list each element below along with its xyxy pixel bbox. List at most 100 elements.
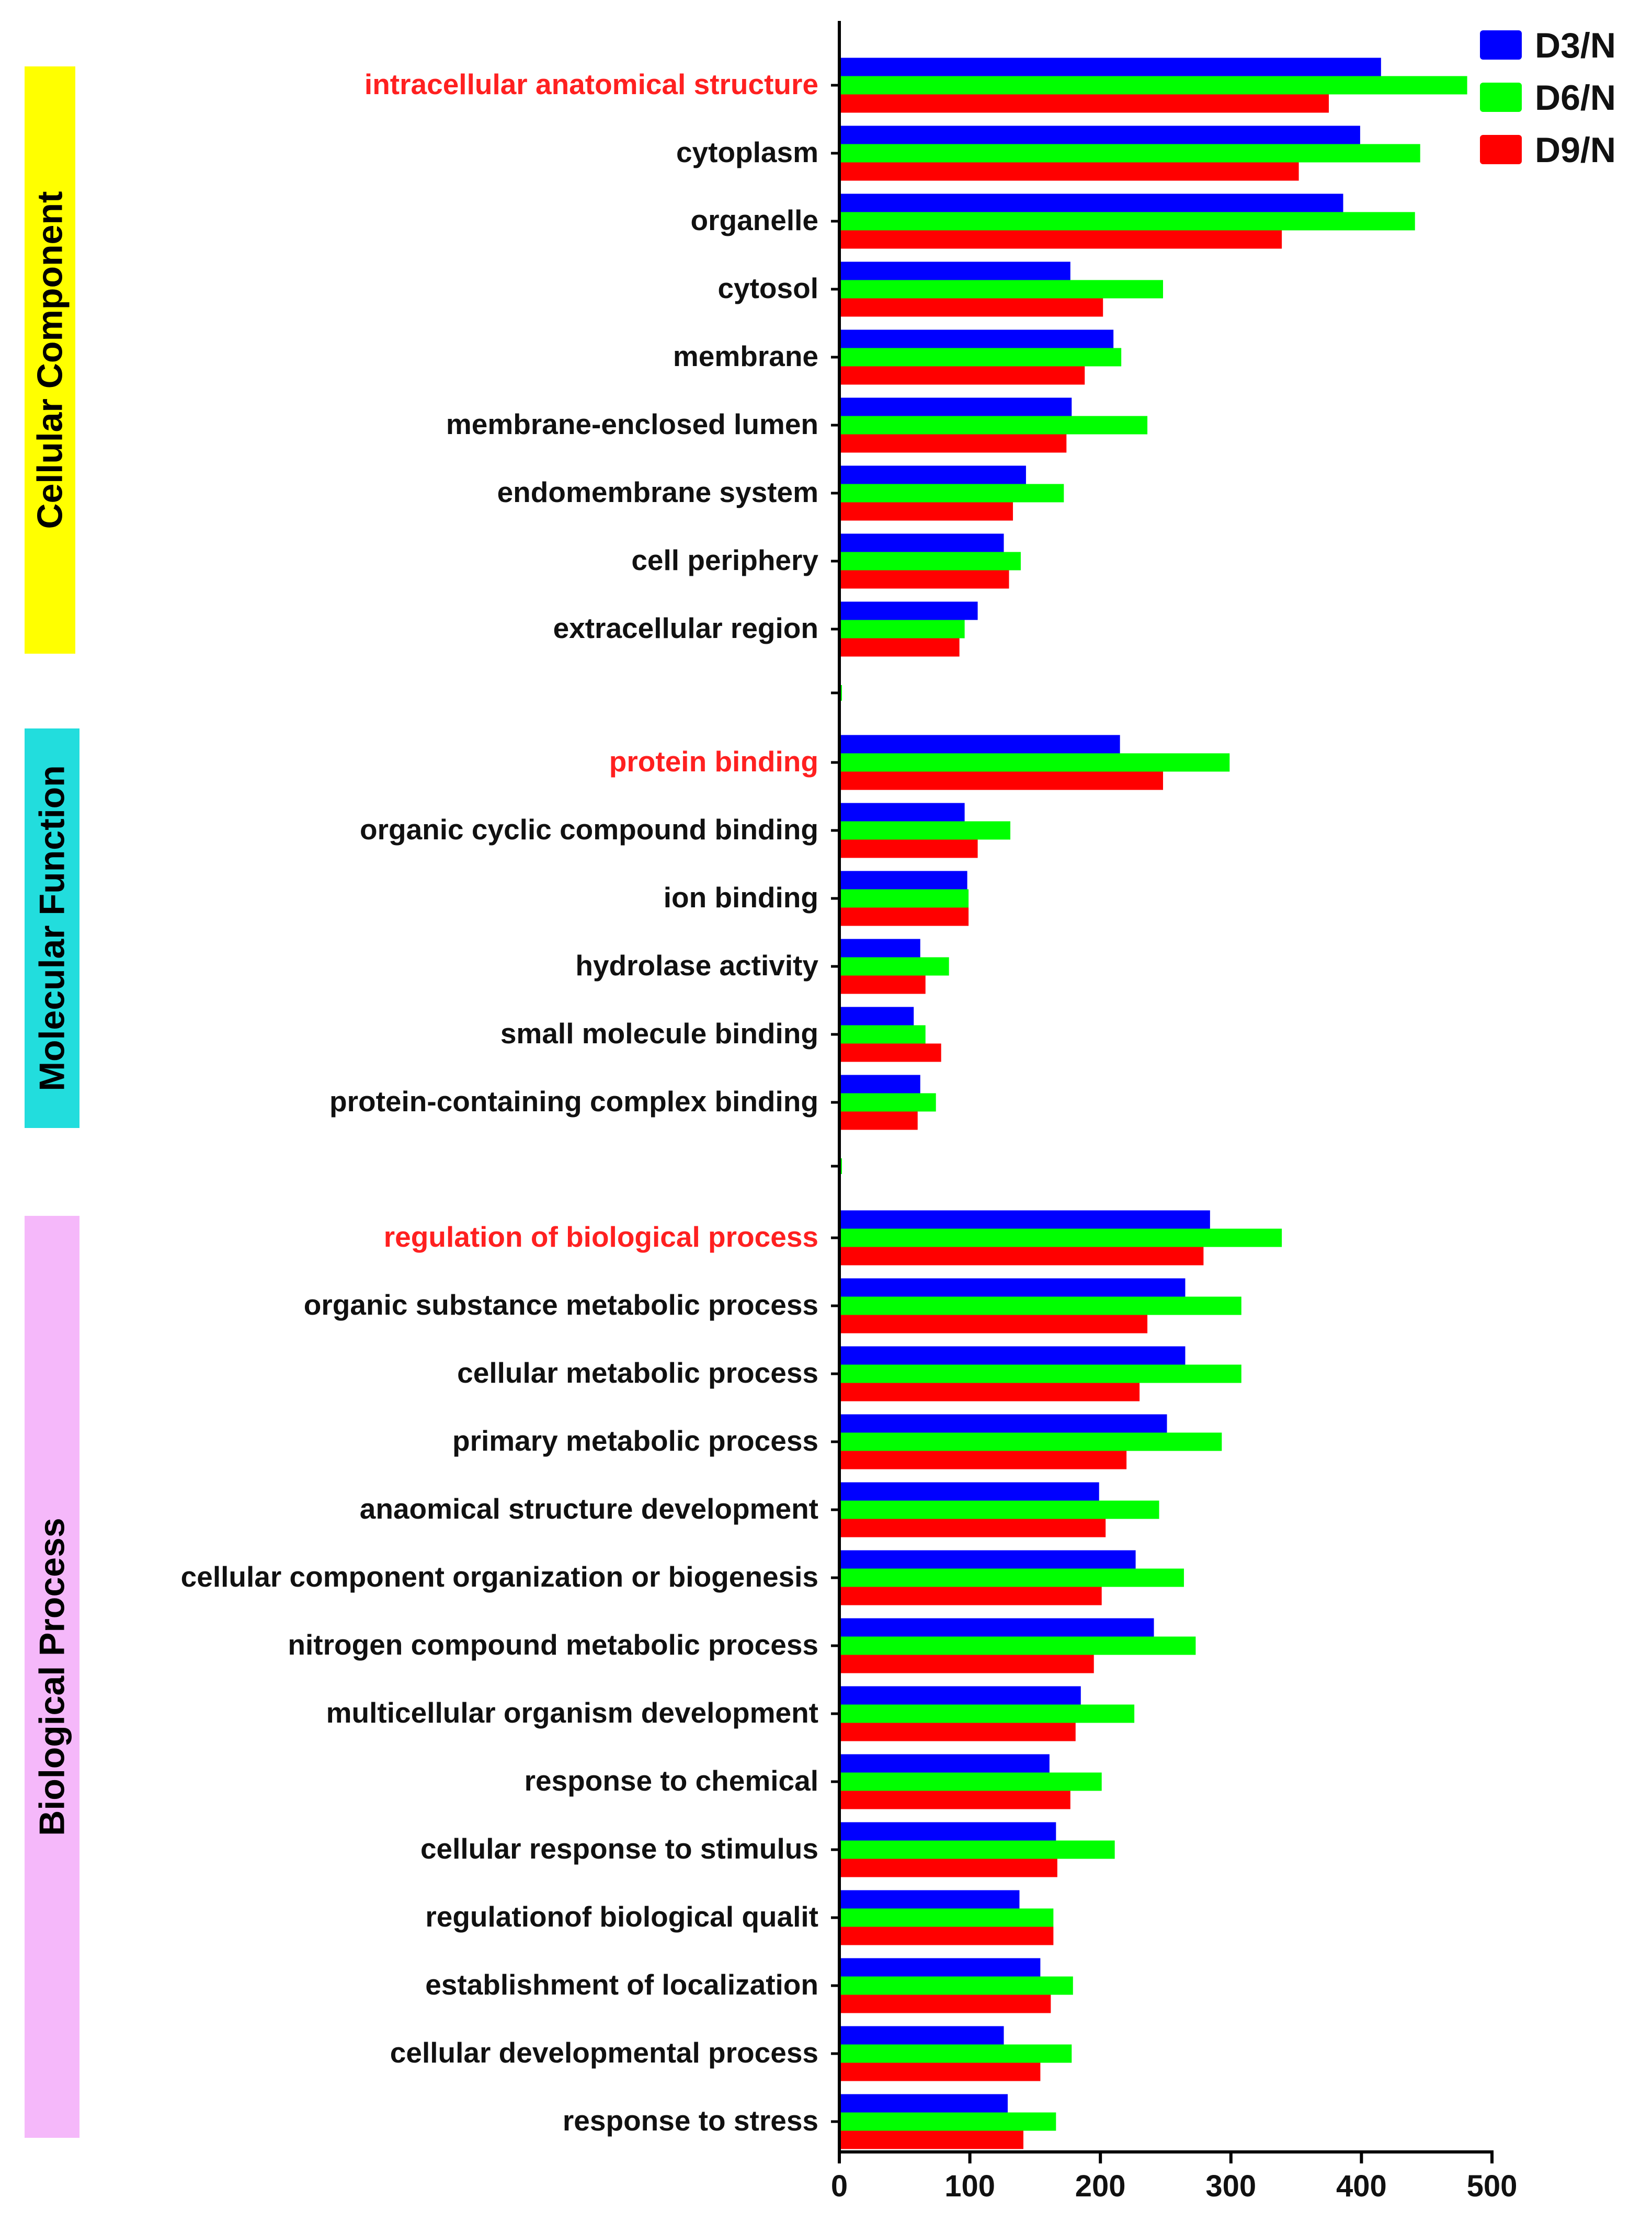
bar-anaomical-structure-development-d3-n <box>839 1482 1099 1501</box>
bar-hydrolase-activity-d6-n <box>839 957 949 976</box>
group-boxes: Cellular Component Molecular Function Biol… <box>25 66 79 2138</box>
category-label-small-molecule-binding: small molecule binding <box>500 1017 818 1050</box>
group-box-cellular-component <box>25 66 75 654</box>
category-label-protein-containing-complex-binding: protein-containing complex binding <box>329 1085 818 1118</box>
bar-primary-metabolic-process-d3-n <box>839 1414 1167 1433</box>
bar-response-to-chemical-d3-n <box>839 1754 1050 1773</box>
category-label-intracellular-anatomical-structure: intracellular anatomical structure <box>364 68 818 100</box>
bar-establishment-of-localization-d9-n <box>839 1995 1051 2013</box>
bar-regulation-of-biological-process-d9-n <box>839 1247 1204 1266</box>
bar-organelle-d6-n <box>839 212 1415 231</box>
bar-nitrogen-compound-metabolic-process-d3-n <box>839 1618 1154 1637</box>
bar-cytoplasm-d3-n <box>839 126 1360 144</box>
bar-cellular-metabolic-process-d6-n <box>839 1364 1241 1383</box>
bar-cellular-developmental-process-d9-n <box>839 2063 1041 2081</box>
bar-regulationof-biological-qualit-d9-n <box>839 1927 1054 1945</box>
bar-organelle-d9-n <box>839 230 1282 249</box>
bar-small-molecule-binding-d6-n <box>839 1025 926 1044</box>
bar-anaomical-structure-development-d9-n <box>839 1519 1106 1537</box>
category-label-organic-substance-metabolic-process: organic substance metabolic process <box>304 1289 818 1321</box>
bar-regulation-of-biological-process-d3-n <box>839 1210 1210 1229</box>
bar-hydrolase-activity-d9-n <box>839 975 926 994</box>
bar-response-to-chemical-d6-n <box>839 1772 1102 1791</box>
bar-cytosol-d6-n <box>839 280 1164 299</box>
x-tick-label: 300 <box>1205 2169 1256 2203</box>
bar-response-to-stress-d9-n <box>839 2130 1023 2149</box>
legend: D3/N D6/N D9/N <box>1480 26 1616 170</box>
legend-swatch-d3-n <box>1480 30 1522 60</box>
legend-swatch-d6-n <box>1480 83 1522 112</box>
bar-ion-binding-d3-n <box>839 871 967 890</box>
group-label-molecular-function: Molecular Function <box>32 765 72 1091</box>
bar-endomembrane-system-d9-n <box>839 502 1013 521</box>
category-label-regulation-of-biological-process: regulation of biological process <box>384 1221 818 1253</box>
bar-protein-binding-d9-n <box>839 771 1164 790</box>
category-label-ion-binding: ion binding <box>664 881 818 914</box>
bar-membrane-enclosed-lumen-d9-n <box>839 434 1067 453</box>
bar-cellular-response-to-stimulus-d9-n <box>839 1859 1057 1877</box>
category-label-extracellular-region: extracellular region <box>553 612 818 644</box>
bar-cell-periphery-d6-n <box>839 552 1021 571</box>
bar-cellular-metabolic-process-d3-n <box>839 1346 1186 1365</box>
bar-cytoplasm-d6-n <box>839 144 1420 163</box>
x-tick-label: 200 <box>1075 2169 1126 2203</box>
bar-intracellular-anatomical-structure-d6-n <box>839 76 1467 95</box>
category-label-primary-metabolic-process: primary metabolic process <box>452 1425 818 1457</box>
legend-swatch-d9-n <box>1480 135 1522 164</box>
bar-response-to-chemical-d9-n <box>839 1791 1070 1809</box>
bar-small-molecule-binding-d9-n <box>839 1043 941 1062</box>
group-box-biological-process <box>25 1216 79 2138</box>
x-axis: 0 100 200 300 400 500 <box>831 21 1517 2203</box>
bar-cellular-response-to-stimulus-d3-n <box>839 1822 1056 1841</box>
category-label-protein-binding: protein binding <box>609 745 818 778</box>
category-label-organic-cyclic-compound-binding: organic cyclic compound binding <box>360 813 818 846</box>
bar-membrane-d3-n <box>839 329 1114 348</box>
bar-cellular-component-organization-or-biogenesis-d6-n <box>839 1568 1184 1587</box>
bar-organic-cyclic-compound-binding-d3-n <box>839 803 965 822</box>
bar-cell-periphery-d9-n <box>839 570 1009 589</box>
category-label-cellular-developmental-process: cellular developmental process <box>390 2036 818 2069</box>
category-label-membrane-enclosed-lumen: membrane-enclosed lumen <box>446 408 818 440</box>
bar-ion-binding-d6-n <box>839 889 969 908</box>
legend-label-d9-n: D9/N <box>1535 130 1616 170</box>
bar-cellular-metabolic-process-d9-n <box>839 1383 1140 1401</box>
bar-establishment-of-localization-d6-n <box>839 1976 1073 1995</box>
bar-cytoplasm-d9-n <box>839 162 1299 181</box>
category-labels: intracellular anatomical structure cytopl… <box>181 68 819 2137</box>
bar-anaomical-structure-development-d6-n <box>839 1500 1159 1519</box>
x-tick-label: 0 <box>831 2169 848 2203</box>
bar-protein-containing-complex-binding-d6-n <box>839 1093 936 1112</box>
bar-extracellular-region-d3-n <box>839 601 978 620</box>
group-label-biological-process: Biological Process <box>32 1518 72 1836</box>
category-label-anaomical-structure-development: anaomical structure development <box>360 1492 818 1525</box>
legend-label-d6-n: D6/N <box>1535 78 1616 118</box>
bar-membrane-enclosed-lumen-d3-n <box>839 397 1072 416</box>
bar-ion-binding-d9-n <box>839 907 969 926</box>
category-label-cytoplasm: cytoplasm <box>676 136 818 168</box>
bar-protein-binding-d6-n <box>839 753 1230 772</box>
bar-extracellular-region-d6-n <box>839 620 965 639</box>
bar-multicellular-organism-development-d3-n <box>839 1686 1081 1705</box>
bar-organelle-d3-n <box>839 193 1343 212</box>
bar-organic-cyclic-compound-binding-d9-n <box>839 839 978 858</box>
bar-extracellular-region-d9-n <box>839 638 960 657</box>
bar-organic-substance-metabolic-process-d6-n <box>839 1296 1241 1315</box>
category-label-cellular-response-to-stimulus: cellular response to stimulus <box>420 1832 818 1865</box>
category-label-organelle: organelle <box>690 204 818 236</box>
bar-cellular-developmental-process-d6-n <box>839 2044 1072 2063</box>
category-label-response-to-chemical: response to chemical <box>525 1764 818 1797</box>
category-label-cell-periphery: cell periphery <box>631 544 818 576</box>
category-label-multicellular-organism-development: multicellular organism development <box>326 1696 818 1729</box>
bar-regulationof-biological-qualit-d3-n <box>839 1890 1020 1909</box>
bar-endomembrane-system-d3-n <box>839 465 1026 484</box>
bar-endomembrane-system-d6-n <box>839 484 1064 503</box>
category-label-membrane: membrane <box>673 340 818 372</box>
bar-nitrogen-compound-metabolic-process-d9-n <box>839 1655 1094 1673</box>
bars-layer <box>839 58 1467 2149</box>
group-box-molecular-function <box>25 728 79 1128</box>
category-label-hydrolase-activity: hydrolase activity <box>575 949 818 982</box>
bar-establishment-of-localization-d3-n <box>839 1958 1041 1977</box>
bar-response-to-stress-d3-n <box>839 2094 1008 2113</box>
bar-multicellular-organism-development-d6-n <box>839 1704 1135 1723</box>
bar-membrane-enclosed-lumen-d6-n <box>839 416 1148 435</box>
